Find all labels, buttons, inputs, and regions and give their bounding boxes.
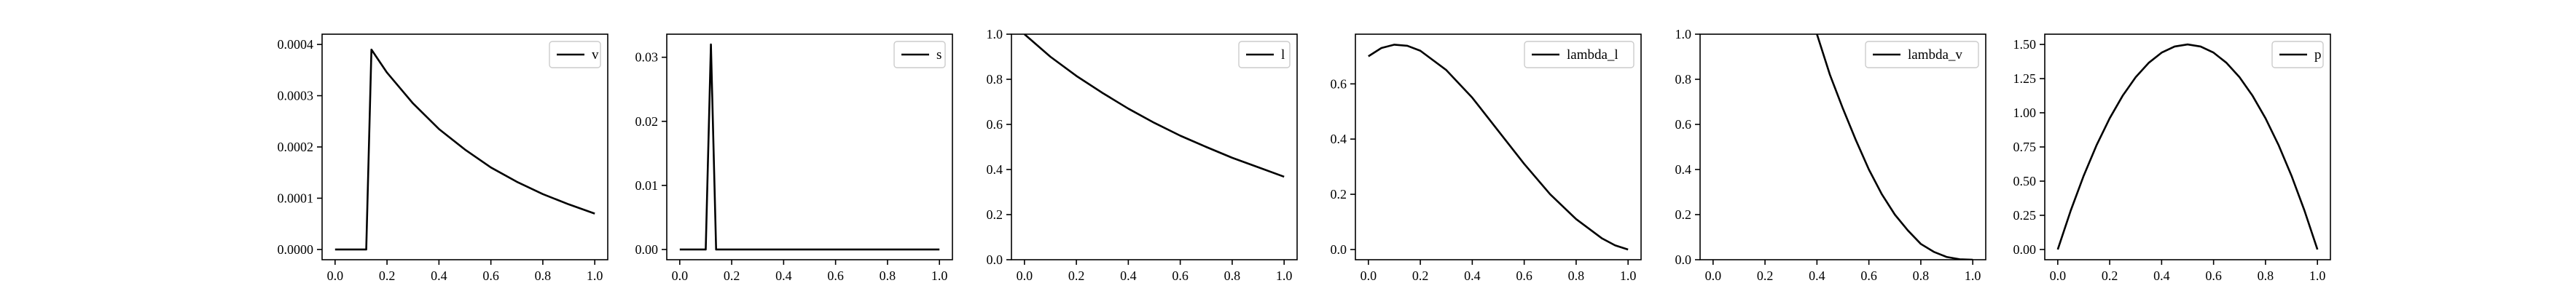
- x-tick-label: 0.2: [1412, 268, 1429, 283]
- y-tick-label: 0.50: [2013, 174, 2037, 188]
- series-line-lambda_v: [1816, 34, 1973, 260]
- subplot-1: 0.0 0.2 0.4 0.6 0.8 1.0 0.0000 0.0001 0.0002 0.00…: [278, 33, 608, 283]
- x-tick-label: 0.4: [431, 268, 447, 283]
- legend: s: [893, 41, 946, 68]
- series-line-l: [1023, 34, 1285, 178]
- y-tick-label: 0.25: [2013, 208, 2037, 223]
- x-tick-label: 0.0: [2050, 268, 2067, 283]
- legend-label: p: [2314, 47, 2322, 63]
- y-tick-label: 1.00: [2013, 105, 2037, 120]
- legend-label: lambda_l: [1567, 47, 1618, 63]
- y-tick-label: 0.6: [1331, 76, 1347, 91]
- x-tick-label: 1.0: [931, 268, 948, 283]
- y-tick-label: 0.0001: [278, 191, 314, 205]
- x-tick-label: 0.6: [482, 268, 499, 283]
- x-tick-label: 0.2: [379, 268, 396, 283]
- y-tick-label: 0.00: [635, 242, 659, 257]
- x-tick-label: 0.4: [1464, 268, 1481, 283]
- legend-label: v: [592, 47, 599, 63]
- y-tick-label: 0.0: [987, 252, 1003, 267]
- x-tick-label: 0.6: [827, 268, 844, 283]
- x-tick-label: 0.0: [1361, 268, 1377, 283]
- legend-label: l: [1281, 47, 1285, 63]
- y-tick-label: 0.00: [2013, 242, 2037, 257]
- x-tick-label: 0.8: [1224, 268, 1241, 283]
- x-tick-label: 1.0: [587, 268, 603, 283]
- y-tick-label: 0.0004: [278, 37, 314, 52]
- y-tick-label: 0.75: [2013, 140, 2037, 154]
- y-tick-label: 0.2: [1675, 207, 1692, 222]
- y-tick-label: 0.4: [1331, 132, 1347, 146]
- legend-box: [1524, 41, 1635, 68]
- x-tick-label: 0.4: [1120, 268, 1137, 283]
- y-tick-label: 0.0000: [278, 242, 314, 257]
- y-tick-label: 0.6: [987, 117, 1003, 132]
- y-tick-label: 0.01: [635, 178, 659, 193]
- x-tick-label: 1.0: [1276, 268, 1293, 283]
- legend-label: lambda_v: [1908, 47, 1962, 63]
- subplot-6: 0.0 0.2 0.4 0.6 0.8 1.0 0.00 0.25 0.50 0.75 1.00 1.…: [2013, 33, 2331, 283]
- x-tick-label: 0.8: [1913, 268, 1930, 283]
- y-tick-label: 0.8: [1675, 72, 1692, 87]
- y-tick-label: 0.2: [1331, 187, 1347, 202]
- legend-box: [1865, 41, 1979, 68]
- y-tick-label: 0.02: [635, 114, 659, 129]
- legend-label: s: [936, 47, 941, 63]
- x-tick-label: 0.8: [1568, 268, 1585, 283]
- x-tick-label: 0.4: [2153, 268, 2170, 283]
- x-tick-label: 0.0: [1017, 268, 1033, 283]
- x-tick-label: 0.8: [880, 268, 896, 283]
- x-tick-label: 0.0: [1705, 268, 1722, 283]
- legend: p: [2271, 41, 2324, 68]
- legend: v: [549, 41, 601, 68]
- subplot-3: 0.0 0.2 0.4 0.6 0.8 1.0 0.0 0.2 0.4 0.6 0.8 1.0 l: [987, 27, 1298, 283]
- y-tick-label: 0.4: [987, 162, 1003, 177]
- y-tick-label: 0.0003: [278, 89, 314, 103]
- y-tick-label: 0.0: [1675, 252, 1692, 267]
- x-tick-label: 0.6: [1172, 268, 1189, 283]
- axes-frame: [1011, 33, 1298, 260]
- y-tick-label: 0.0002: [278, 140, 314, 154]
- y-tick-label: 1.25: [2013, 71, 2037, 86]
- axes-frame: [666, 33, 953, 260]
- x-tick-label: 0.2: [2102, 268, 2118, 283]
- subplot-4: 0.0 0.2 0.4 0.6 0.8 1.0 0.0 0.2 0.4 0.6 lambda_l: [1331, 33, 1642, 283]
- y-tick-label: 0.4: [1675, 162, 1692, 177]
- x-tick-label: 0.4: [775, 268, 792, 283]
- x-tick-label: 0.6: [1516, 268, 1532, 283]
- y-tick-label: 0.2: [987, 207, 1003, 222]
- y-tick-label: 0.0: [1331, 242, 1347, 257]
- x-tick-label: 1.0: [1620, 268, 1637, 283]
- x-tick-label: 1.0: [1965, 268, 1981, 283]
- series-line-lambda_l: [1368, 44, 1629, 251]
- x-tick-label: 0.0: [672, 268, 689, 283]
- x-tick-label: 0.2: [1068, 268, 1085, 283]
- y-tick-label: 0.6: [1675, 117, 1692, 132]
- series-line-v: [334, 48, 595, 251]
- x-tick-label: 0.2: [724, 268, 740, 283]
- series-line-s: [679, 43, 940, 251]
- y-tick-label: 0.8: [987, 72, 1003, 87]
- x-tick-label: 1.0: [2309, 268, 2326, 283]
- x-tick-label: 0.6: [2205, 268, 2222, 283]
- x-tick-label: 0.0: [327, 268, 344, 283]
- y-tick-label: 1.0: [1675, 27, 1692, 41]
- x-tick-label: 0.6: [1860, 268, 1877, 283]
- x-tick-label: 0.4: [1809, 268, 1825, 283]
- axes-frame: [1699, 33, 1986, 260]
- y-tick-label: 0.03: [635, 50, 659, 65]
- x-tick-label: 0.8: [2258, 268, 2274, 283]
- subplot-5: 0.0 0.2 0.4 0.6 0.8 1.0 0.0 0.2 0.4 0.6 0.8 1.0 lamb…: [1675, 27, 1986, 283]
- legend: lambda_v: [1865, 41, 1979, 68]
- x-tick-label: 0.8: [535, 268, 552, 283]
- x-tick-label: 0.2: [1757, 268, 1774, 283]
- series-line-p: [2056, 43, 2319, 250]
- axes-frame: [1355, 33, 1642, 260]
- y-tick-label: 1.50: [2013, 37, 2037, 52]
- legend: l: [1238, 41, 1291, 68]
- subplot-2: 0.0 0.2 0.4 0.6 0.8 1.0 0.00 0.01 0.02 0.03 s: [635, 33, 953, 283]
- legend: lambda_l: [1524, 41, 1635, 68]
- y-tick-label: 1.0: [987, 27, 1003, 41]
